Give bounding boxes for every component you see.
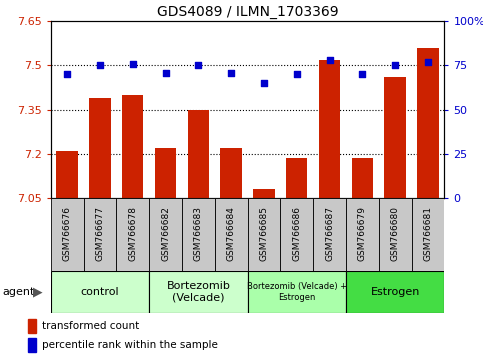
Text: Estrogen: Estrogen	[370, 287, 420, 297]
Text: GSM766681: GSM766681	[424, 206, 432, 261]
Bar	[188, 110, 209, 198]
Text: control: control	[81, 287, 119, 297]
Point	[293, 72, 300, 77]
Text: GSM766678: GSM766678	[128, 206, 137, 261]
Text: GSM766682: GSM766682	[161, 206, 170, 261]
Bar	[84, 198, 116, 271]
Bar	[149, 271, 248, 313]
Bar	[384, 77, 406, 198]
Text: GSM766679: GSM766679	[358, 206, 367, 261]
Bar	[417, 48, 439, 198]
Text: percentile rank within the sample: percentile rank within the sample	[42, 341, 217, 350]
Point	[63, 72, 71, 77]
Point	[129, 61, 137, 67]
Point	[260, 80, 268, 86]
Bar	[248, 198, 280, 271]
Bar	[286, 159, 307, 198]
Text: GSM766684: GSM766684	[227, 206, 236, 261]
Bar	[122, 95, 143, 198]
Text: transformed count: transformed count	[42, 321, 139, 331]
Bar	[313, 198, 346, 271]
Bar	[412, 198, 444, 271]
Text: GSM766683: GSM766683	[194, 206, 203, 261]
Bar	[182, 198, 215, 271]
Bar	[280, 198, 313, 271]
Bar	[116, 198, 149, 271]
Bar	[346, 198, 379, 271]
Bar	[155, 148, 176, 198]
Point	[358, 72, 366, 77]
Text: GSM766685: GSM766685	[259, 206, 269, 261]
Bar	[253, 189, 275, 198]
Bar	[215, 198, 248, 271]
Bar	[379, 198, 412, 271]
Text: agent: agent	[2, 287, 35, 297]
Bar	[89, 98, 111, 198]
Text: GSM766680: GSM766680	[391, 206, 399, 261]
Point	[195, 63, 202, 68]
Bar	[28, 319, 36, 333]
Bar	[346, 271, 444, 313]
Text: Bortezomib (Velcade) +
Estrogen: Bortezomib (Velcade) + Estrogen	[247, 282, 347, 302]
Bar	[28, 338, 36, 352]
Point	[96, 63, 104, 68]
Point	[391, 63, 399, 68]
Bar	[149, 198, 182, 271]
Point	[326, 57, 333, 63]
Bar	[51, 271, 149, 313]
Point	[162, 70, 170, 75]
Point	[424, 59, 432, 65]
Text: GSM766687: GSM766687	[325, 206, 334, 261]
Bar	[248, 271, 346, 313]
Text: ▶: ▶	[33, 286, 43, 298]
Point	[227, 70, 235, 75]
Bar	[51, 198, 84, 271]
Bar	[57, 151, 78, 198]
Text: Bortezomib
(Velcade): Bortezomib (Velcade)	[167, 281, 230, 303]
Bar	[220, 148, 242, 198]
Text: GSM766676: GSM766676	[63, 206, 71, 261]
Text: GSM766686: GSM766686	[292, 206, 301, 261]
Title: GDS4089 / ILMN_1703369: GDS4089 / ILMN_1703369	[156, 5, 339, 19]
Bar	[319, 59, 340, 198]
Text: GSM766677: GSM766677	[96, 206, 104, 261]
Bar	[352, 159, 373, 198]
